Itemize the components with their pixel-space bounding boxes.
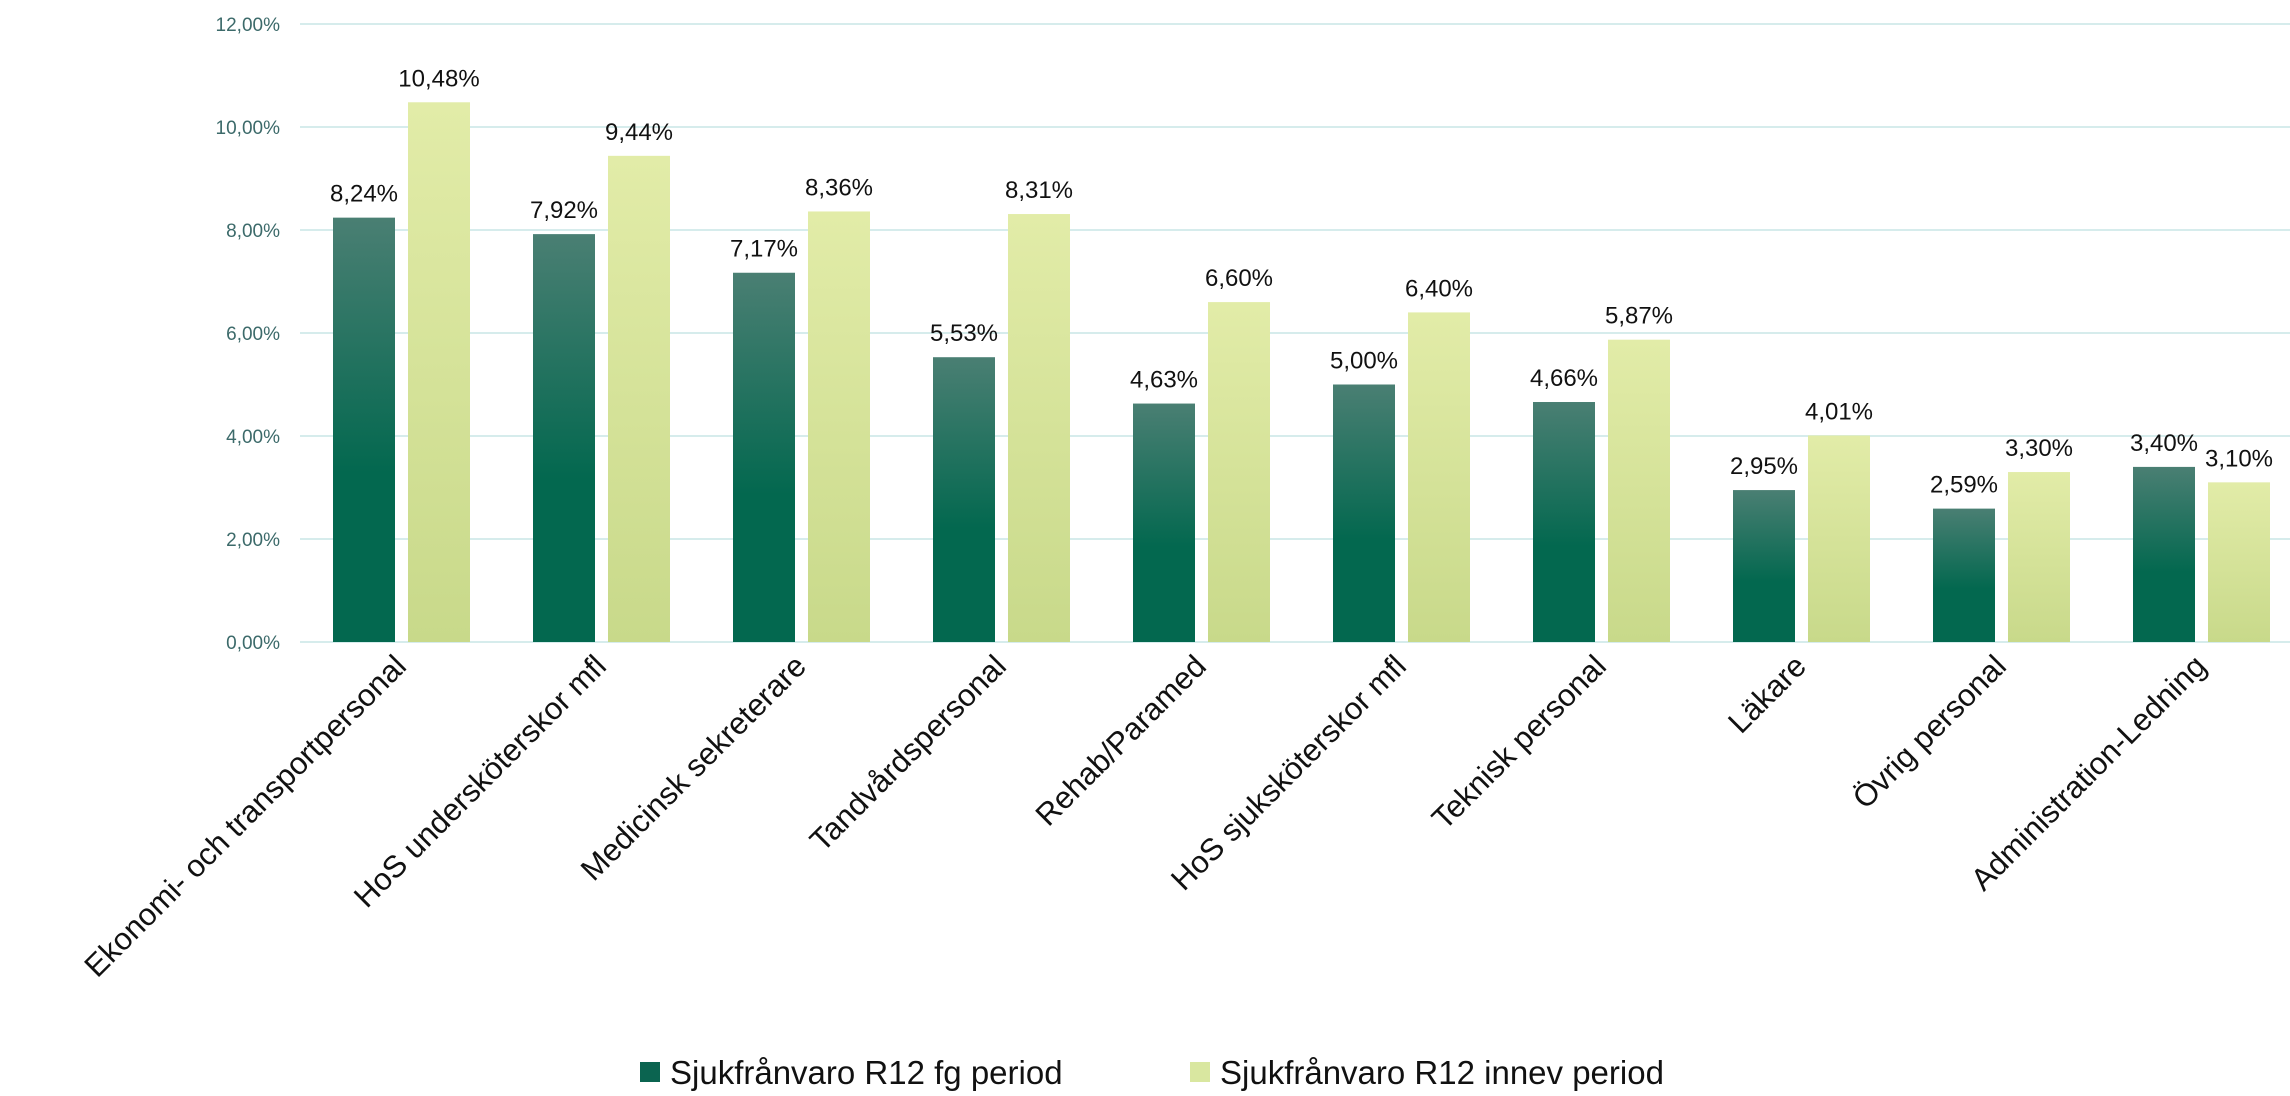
legend-swatch bbox=[1190, 1062, 1210, 1082]
data-label: 8,31% bbox=[1005, 177, 1073, 204]
legend-label: Sjukfrånvaro R12 innev period bbox=[1220, 1054, 1664, 1091]
data-label: 4,01% bbox=[1805, 398, 1873, 425]
y-tick-label: 0,00% bbox=[226, 633, 280, 654]
x-tick-label: Övrig personal bbox=[1846, 648, 2013, 815]
bar-fg-period bbox=[733, 273, 795, 642]
bars bbox=[333, 102, 2270, 642]
x-tick-label: Läkare bbox=[1721, 648, 1813, 740]
y-tick-label: 10,00% bbox=[216, 118, 281, 139]
data-label: 6,60% bbox=[1205, 265, 1273, 292]
data-label: 7,17% bbox=[730, 236, 798, 263]
data-label: 3,40% bbox=[2130, 430, 2198, 457]
data-label: 2,59% bbox=[1930, 472, 1998, 499]
bar-innev-period bbox=[2208, 482, 2270, 642]
bar-innev-period bbox=[608, 156, 670, 642]
legend-label: Sjukfrånvaro R12 fg period bbox=[670, 1054, 1063, 1091]
x-tick-label: Administration-Ledning bbox=[1964, 648, 2213, 897]
bar-fg-period bbox=[1533, 402, 1595, 642]
bar-innev-period bbox=[1408, 312, 1470, 642]
x-tick-label: Teknisk personal bbox=[1425, 648, 1613, 836]
data-label: 7,92% bbox=[530, 197, 598, 224]
bar-fg-period bbox=[933, 357, 995, 642]
x-tick-label: Tandvårdspersonal bbox=[803, 648, 1013, 858]
x-tick-label: Ekonomi- och transportpersonal bbox=[78, 648, 413, 983]
legend-swatch bbox=[640, 1062, 660, 1082]
bar-fg-period bbox=[1133, 404, 1195, 642]
data-label: 8,36% bbox=[805, 174, 873, 201]
bar-innev-period bbox=[808, 211, 870, 642]
data-label: 3,10% bbox=[2205, 445, 2273, 472]
bar-innev-period bbox=[1608, 340, 1670, 642]
bar-fg-period bbox=[1333, 385, 1395, 643]
data-label: 10,48% bbox=[398, 65, 479, 92]
x-tick-label: Rehab/Paramed bbox=[1029, 648, 1213, 832]
data-label: 9,44% bbox=[605, 119, 673, 146]
bar-innev-period bbox=[1008, 214, 1070, 642]
bar-fg-period bbox=[2133, 467, 2195, 642]
y-tick-label: 6,00% bbox=[226, 324, 280, 345]
y-axis: 0,00% 2,00% 4,00% 6,00% 8,00% 10,00% 12,00% bbox=[216, 15, 281, 654]
bar-fg-period bbox=[1933, 509, 1995, 642]
y-tick-label: 8,00% bbox=[226, 221, 280, 242]
data-label: 6,40% bbox=[1405, 275, 1473, 302]
data-label: 5,87% bbox=[1605, 303, 1673, 330]
data-label: 3,30% bbox=[2005, 435, 2073, 462]
x-tick-label: HoS sjuksköterskor mfl bbox=[1164, 648, 1413, 897]
bar-fg-period bbox=[333, 218, 395, 642]
data-label: 8,24% bbox=[330, 181, 398, 208]
data-label: 5,53% bbox=[930, 320, 998, 347]
data-label: 4,63% bbox=[1130, 367, 1198, 394]
data-label: 4,66% bbox=[1530, 365, 1598, 392]
data-label: 2,95% bbox=[1730, 453, 1798, 480]
x-tick-label: Medicinsk sekreterare bbox=[574, 648, 813, 887]
data-label: 5,00% bbox=[1330, 348, 1398, 375]
bar-innev-period bbox=[1208, 302, 1270, 642]
bar-fg-period bbox=[533, 234, 595, 642]
y-tick-label: 4,00% bbox=[226, 427, 280, 448]
legend: Sjukfrånvaro R12 fg period Sjukfrånvaro R… bbox=[640, 1054, 1664, 1091]
y-tick-label: 2,00% bbox=[226, 530, 280, 551]
y-tick-label: 12,00% bbox=[216, 15, 281, 36]
bar-innev-period bbox=[1808, 435, 1870, 642]
bar-fg-period bbox=[1733, 490, 1795, 642]
bar-innev-period bbox=[408, 102, 470, 642]
bar-innev-period bbox=[2008, 472, 2070, 642]
